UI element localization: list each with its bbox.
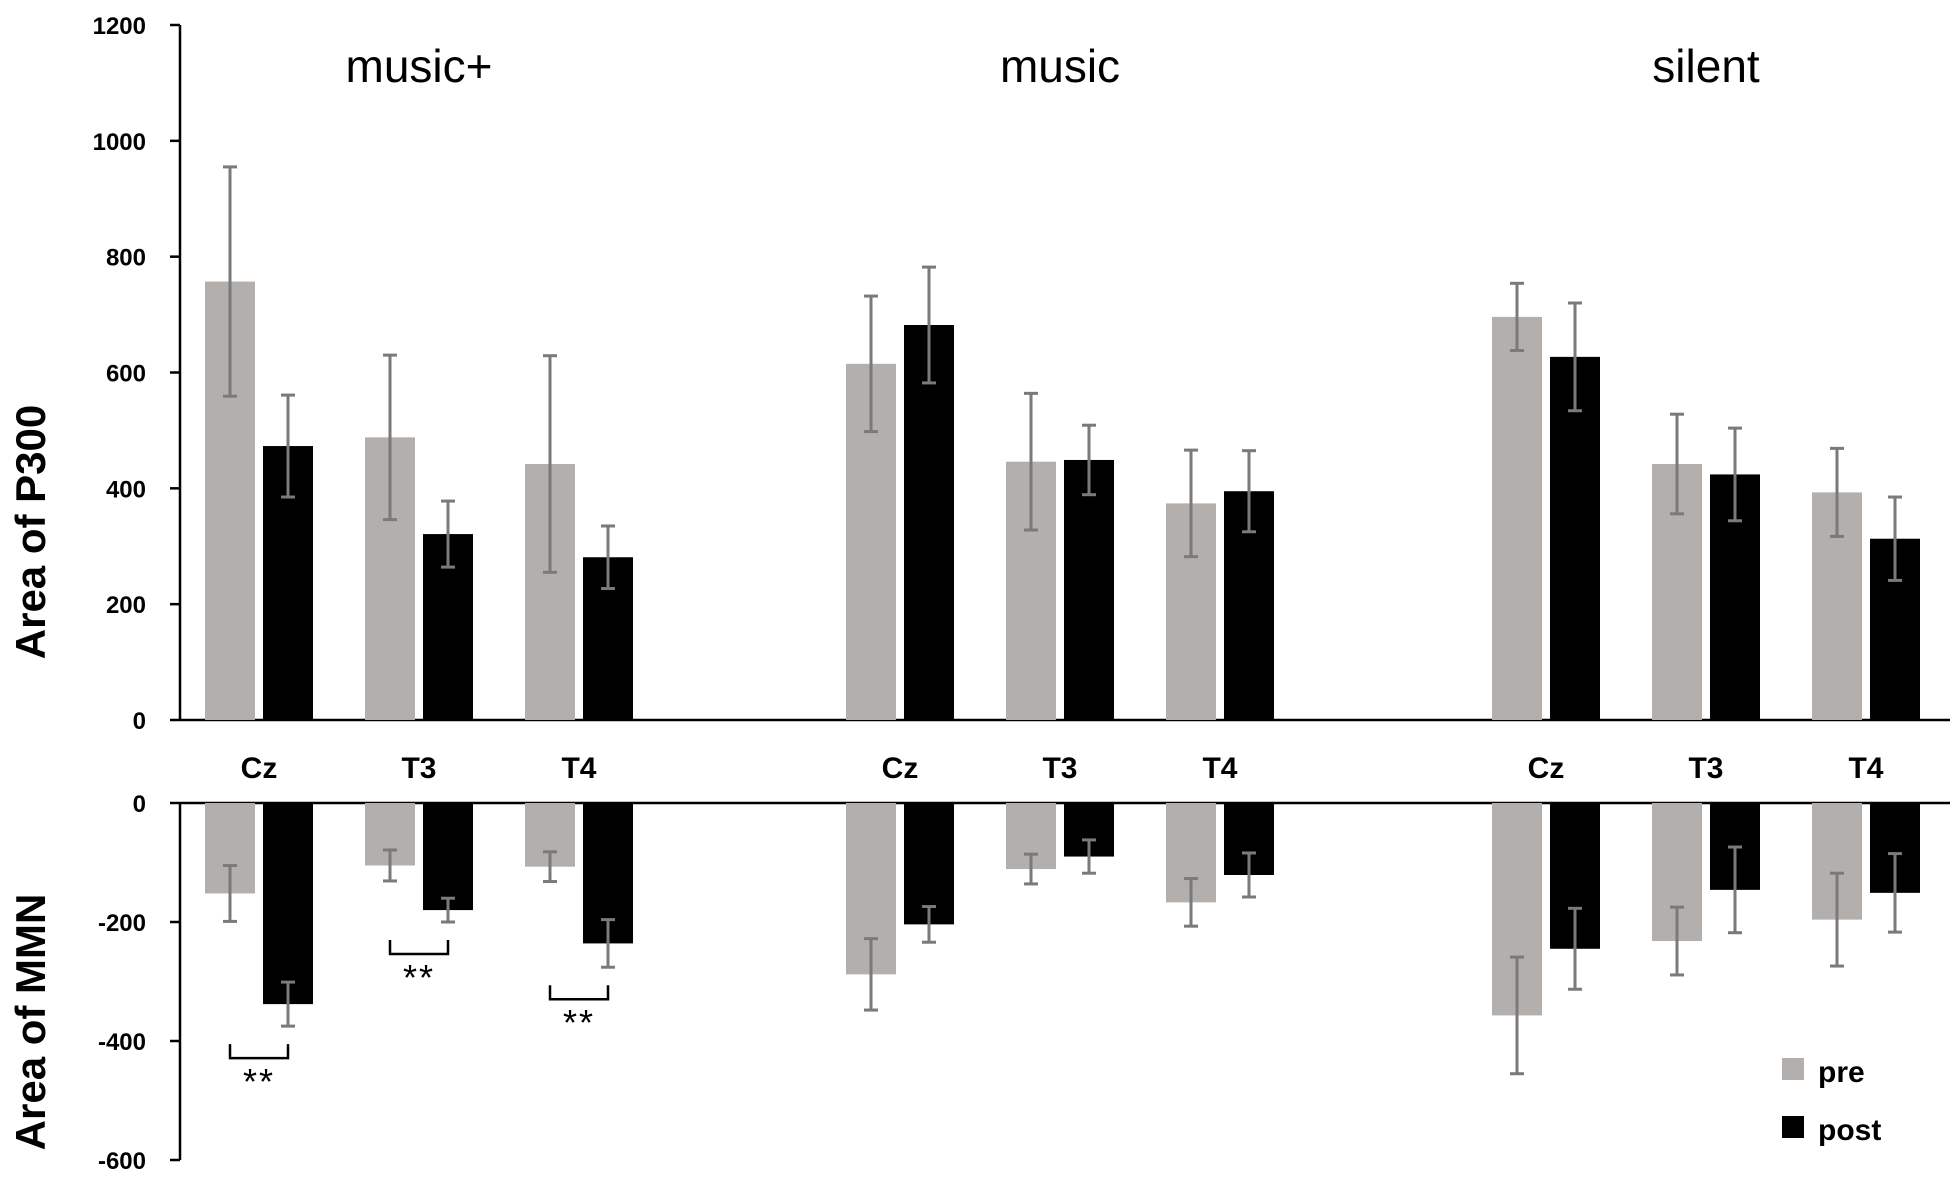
y-tick-label: 0 — [133, 791, 146, 818]
y-axis-title: Area of P300 — [7, 405, 54, 659]
y-tick-label: 400 — [106, 476, 146, 503]
bar-post-music-T3 — [1064, 459, 1114, 720]
group-title-silent: silent — [1652, 40, 1760, 92]
category-label-T4: T4 — [1848, 752, 1883, 785]
bar-post-music-Cz — [904, 803, 954, 925]
y-tick-label: 600 — [106, 361, 146, 388]
bar-post-music-Cz — [904, 325, 954, 720]
bar-post-silent-Cz — [1550, 356, 1600, 720]
category-label-T3: T3 — [1042, 752, 1077, 785]
category-label-T4: T4 — [1202, 752, 1237, 785]
group-title-music: music — [1000, 40, 1120, 92]
category-label-Cz: Cz — [1528, 752, 1565, 785]
legend-label-post: post — [1818, 1114, 1881, 1147]
legend-swatch-pre — [1782, 1058, 1804, 1080]
y-tick-label: 200 — [106, 592, 146, 619]
category-label-Cz: Cz — [882, 752, 919, 785]
significance-marker: ** — [563, 1002, 595, 1043]
significance-marker: ** — [403, 957, 435, 998]
significance-marker: ** — [243, 1061, 275, 1102]
category-label-T4: T4 — [561, 752, 596, 785]
y-tick-label: -600 — [98, 1148, 146, 1175]
bar-post-music+-T3 — [423, 803, 473, 911]
group-title-music+: music+ — [346, 40, 493, 92]
legend-swatch-post — [1782, 1116, 1804, 1138]
y-tick-label: 1200 — [93, 13, 146, 40]
category-label-T3: T3 — [401, 752, 436, 785]
y-tick-label: -200 — [98, 910, 146, 937]
category-label-T3: T3 — [1688, 752, 1723, 785]
significance-bracket — [228, 1044, 290, 1060]
y-tick-label: -400 — [98, 1029, 146, 1056]
y-axis-title: Area of MMN — [7, 894, 54, 1151]
category-label-Cz: Cz — [241, 752, 278, 785]
bar-pre-silent-Cz — [1492, 316, 1542, 720]
legend-label-pre: pre — [1818, 1056, 1865, 1089]
y-tick-label: 0 — [133, 708, 146, 735]
y-tick-label: 800 — [106, 245, 146, 272]
significance-bracket — [388, 940, 450, 956]
significance-bracket — [548, 985, 610, 1001]
bar-post-music+-Cz — [263, 803, 313, 1005]
y-tick-label: 1000 — [93, 129, 146, 156]
